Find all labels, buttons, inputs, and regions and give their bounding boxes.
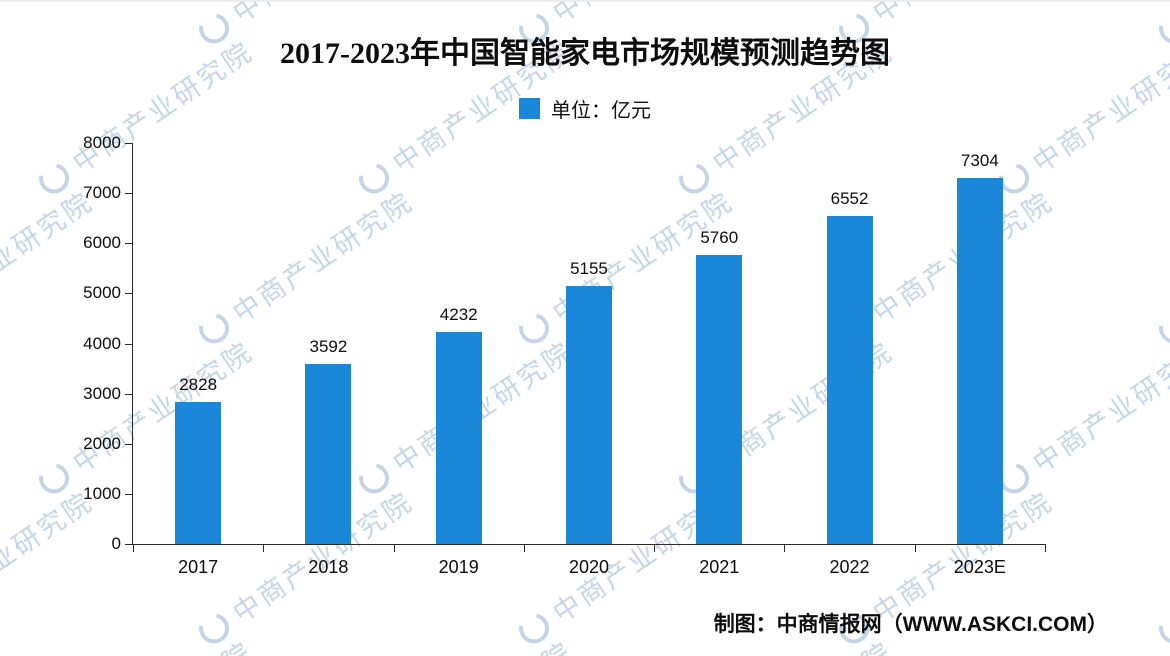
y-tick-label: 5000 — [83, 283, 121, 303]
watermark-text: 中商产业研究院 — [384, 630, 580, 656]
y-tick-mark — [125, 343, 133, 345]
bar — [565, 285, 612, 544]
watermark-item: 中商产业研究院 — [1150, 480, 1170, 652]
bar-group: 6552 — [784, 143, 914, 544]
bar — [956, 177, 1003, 544]
watermark-text: 中商产业研究院 — [864, 2, 1060, 30]
watermark-text: 中商产业研究院 — [0, 2, 100, 30]
bar-value-label: 7304 — [960, 150, 999, 170]
y-tick-mark — [125, 493, 133, 495]
y-tick-mark — [125, 393, 133, 395]
watermark-logo-icon — [32, 457, 75, 499]
watermark-text: 中商产业研究院 — [224, 2, 420, 30]
watermark-logo-icon — [1152, 607, 1170, 649]
x-tick-label: 2022 — [829, 557, 870, 577]
legend-swatch — [519, 98, 540, 119]
y-tick-label: 7000 — [83, 183, 121, 203]
watermark-item: 中商产业研究院 — [30, 630, 259, 656]
plot-area: 2828 3592 4232 5155 5760 6552 7304 2017 2018 201… — [83, 133, 1046, 577]
watermark-text: 中商产业研究院 — [1027, 336, 1170, 479]
watermark-logo-icon — [192, 607, 235, 649]
y-tick-mark — [125, 544, 133, 545]
legend: 单位：亿元 — [0, 94, 1170, 123]
y-tick-mark — [125, 143, 133, 144]
bar-group: 5155 — [524, 143, 654, 544]
x-tick-label: 2023E — [953, 557, 1006, 577]
x-tick-mark — [133, 544, 134, 552]
watermark-text: 中商产业研究院 — [64, 630, 260, 656]
bar — [175, 402, 222, 544]
bars: 2828 3592 4232 5155 5760 6552 7304 — [133, 143, 1045, 544]
watermark-text: 中商产业研究院 — [544, 2, 740, 30]
bar-group: 7304 — [915, 143, 1045, 544]
bar-group: 4232 — [394, 143, 524, 544]
bar-group: 3592 — [263, 143, 393, 544]
x-tick-label: 2020 — [568, 557, 609, 577]
y-tick-label: 2000 — [83, 433, 121, 453]
y-tick-label: 6000 — [83, 233, 121, 253]
watermark-item: 中商产业研究院 — [350, 630, 579, 656]
x-tick-label: 2019 — [438, 557, 479, 577]
x-tick-mark — [914, 544, 916, 552]
bar-group: 5760 — [654, 143, 784, 544]
bar-group: 2828 — [133, 143, 263, 544]
x-tick-mark — [263, 544, 265, 552]
footer-credit: 制图：中商情报网（WWW.ASKCI.COM） — [713, 613, 1108, 636]
x-tick-label: 2018 — [308, 557, 349, 577]
y-tick-label: 0 — [111, 534, 121, 553]
bar — [305, 363, 352, 544]
bar — [435, 331, 482, 544]
bar — [696, 255, 743, 544]
x-tick-mark — [1045, 544, 1046, 552]
x-tick-mark — [393, 544, 395, 552]
watermark-logo-icon — [1152, 307, 1170, 349]
y-tick-label: 8000 — [83, 133, 121, 152]
chart-title: 2017-2023年中国智能家电市场规模预测趋势图 — [280, 37, 890, 70]
bar — [826, 215, 873, 544]
bar-value-label: 4232 — [439, 304, 478, 324]
y-tick-mark — [125, 293, 133, 295]
legend-label: 单位：亿元 — [551, 100, 651, 122]
bar-value-label: 5760 — [700, 228, 739, 248]
chart-area: 2828 3592 4232 5155 5760 6552 7304 2017 2018 201… — [83, 133, 1046, 577]
x-tick-mark — [784, 544, 786, 552]
x-tick-mark — [654, 544, 656, 552]
x-tick-mark — [523, 544, 525, 552]
bar-value-label: 3592 — [309, 336, 348, 356]
watermark-item: 中商产业研究院 — [1150, 180, 1170, 352]
y-tick-label: 1000 — [83, 483, 121, 503]
watermark-item: 中商产业研究院 — [0, 180, 100, 352]
y-tick-label: 3000 — [83, 383, 121, 403]
watermark-logo-icon — [512, 607, 555, 649]
bar-value-label: 5155 — [570, 258, 608, 278]
bar-value-label: 2828 — [179, 375, 218, 395]
y-tick-mark — [125, 443, 133, 445]
watermark-logo-icon — [32, 157, 75, 199]
y-tick-mark — [125, 193, 133, 195]
watermark-item: 中商产业研究院 — [0, 480, 100, 652]
x-tick-label: 2021 — [699, 557, 740, 577]
x-tick-label: 2017 — [178, 557, 219, 577]
y-tick-mark — [125, 243, 133, 245]
bar-value-label: 6552 — [830, 188, 869, 208]
x-axis-labels: 2017 2018 2019 2020 2021 2022 2023E — [133, 557, 1045, 578]
y-tick-label: 4000 — [83, 333, 121, 353]
